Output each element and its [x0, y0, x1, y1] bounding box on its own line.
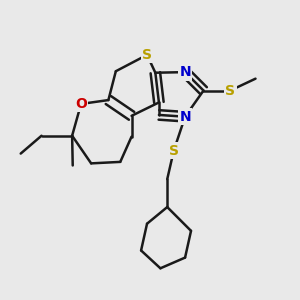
Text: O: O: [75, 97, 87, 111]
Text: S: S: [225, 84, 235, 98]
Text: S: S: [142, 48, 152, 62]
Text: S: S: [169, 144, 179, 158]
Text: N: N: [179, 65, 191, 79]
Text: N: N: [179, 110, 191, 124]
